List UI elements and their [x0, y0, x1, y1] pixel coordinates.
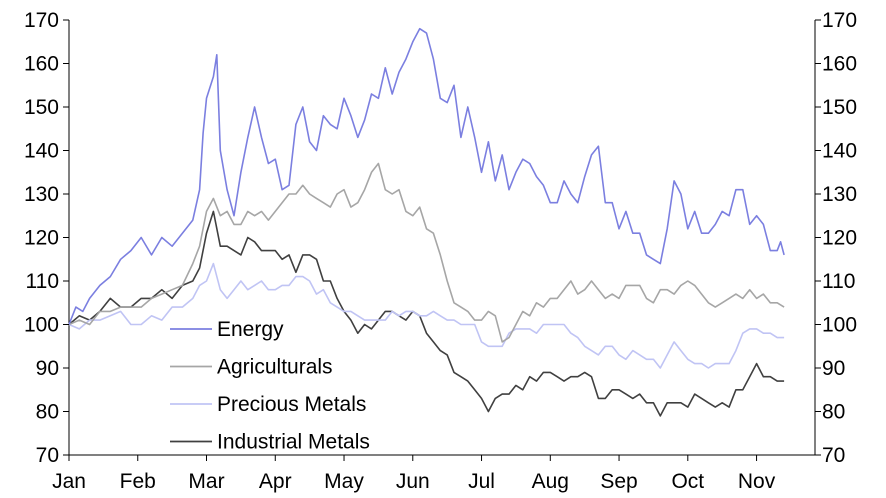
- chart-legend: Energy Agriculturals Precious Metals Indust…: [170, 318, 370, 454]
- right-y-tick-label: 100: [822, 314, 857, 337]
- right-y-tick-label: 140: [822, 140, 857, 163]
- x-tick-label: Sep: [600, 470, 637, 493]
- x-tick-label: Nov: [738, 470, 776, 493]
- legend-label: Energy: [217, 318, 284, 341]
- x-axis-ticks: Jan Feb Mar Apr May Jun Jul Aug Sep Oct Nov: [52, 455, 776, 493]
- series-line-precious-metals: [68, 262, 785, 369]
- legend-label: Industrial Metals: [217, 431, 370, 454]
- x-tick-label: Jul: [468, 470, 495, 493]
- right-y-tick-label: 170: [822, 9, 857, 32]
- right-y-tick-label: 90: [822, 357, 845, 380]
- right-y-tick-label: 70: [822, 444, 845, 467]
- x-tick-label: Jan: [52, 470, 86, 493]
- left-y-tick-label: 120: [24, 227, 59, 250]
- right-y-tick-label: 110: [822, 270, 855, 293]
- legend-label: Precious Metals: [217, 393, 366, 416]
- right-y-axis-ticks: 70 80 90 100 110 120 130 140 150 160 170: [815, 9, 857, 467]
- right-y-tick-label: 160: [822, 53, 857, 76]
- left-y-tick-label: 70: [36, 444, 59, 467]
- left-y-tick-label: 100: [24, 314, 59, 337]
- series-line-industrial-metals: [68, 210, 785, 417]
- left-y-tick-label: 160: [24, 53, 59, 76]
- x-tick-label: Oct: [671, 470, 704, 493]
- left-y-tick-label: 130: [24, 183, 59, 206]
- chart-frame: [68, 20, 816, 456]
- left-y-tick-label: 150: [24, 96, 59, 119]
- right-y-tick-label: 120: [822, 227, 857, 250]
- left-y-tick-label: 110: [26, 270, 59, 293]
- x-tick-label: May: [324, 470, 364, 493]
- left-y-tick-label: 90: [36, 357, 59, 380]
- series-line-energy: [68, 27, 785, 325]
- left-y-axis-ticks: 70 80 90 100 110 120 130 140 150 160 170: [24, 9, 69, 467]
- right-y-tick-label: 150: [822, 96, 857, 119]
- legend-label: Agriculturals: [217, 356, 333, 379]
- left-y-tick-label: 170: [24, 9, 59, 32]
- x-tick-label: Mar: [188, 470, 224, 493]
- series-lines: [68, 27, 785, 417]
- x-tick-label: Apr: [259, 470, 292, 493]
- x-tick-label: Aug: [532, 470, 569, 493]
- x-tick-label: Feb: [120, 470, 156, 493]
- right-y-tick-label: 80: [822, 401, 845, 424]
- left-y-tick-label: 80: [36, 401, 59, 424]
- right-y-tick-label: 130: [822, 183, 857, 206]
- series-line-agriculturals: [68, 162, 785, 343]
- left-y-tick-label: 140: [24, 140, 59, 163]
- x-tick-label: Jun: [396, 470, 430, 493]
